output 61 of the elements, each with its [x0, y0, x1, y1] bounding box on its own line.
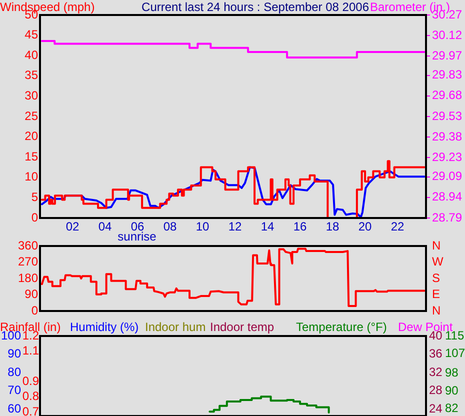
- text: 36: [429, 346, 443, 361]
- y-tick-label: 35: [24, 68, 38, 82]
- y-tick-label: 5: [31, 190, 38, 204]
- x-tick-label: 20: [358, 220, 372, 234]
- y-tick-label: 30: [24, 88, 38, 103]
- y3-axis-title: Temperature (°F): [296, 320, 387, 334]
- x-tick-label: 10: [196, 220, 210, 234]
- x-tick-label: 22: [390, 220, 405, 234]
- y2-tick-label: 0.8: [22, 389, 40, 404]
- y2-tick-label: 1.1: [22, 344, 40, 358]
- text: 28: [429, 383, 443, 398]
- y-tick-label: 90: [24, 287, 38, 302]
- y2-tick-label: 29.53: [432, 108, 462, 123]
- y-tick-label: 70: [8, 383, 22, 398]
- y-tick-label: 0: [31, 303, 38, 318]
- text: W: [432, 254, 444, 269]
- x-tick-label: 08: [163, 220, 178, 234]
- y2-tick-label: 29.97: [432, 48, 462, 62]
- y-tick-label: 270: [18, 254, 38, 269]
- text: Humidity (%): [70, 320, 139, 334]
- y2-tick-label: 29.68: [432, 88, 462, 102]
- y-tick-label: 25: [24, 108, 38, 123]
- y2-tick-label: 29.23: [432, 150, 462, 164]
- y2-tick-label: 28.79: [432, 210, 462, 224]
- y3-tick-label: 90: [445, 383, 459, 398]
- y2-tick-label: 0.7: [22, 404, 40, 416]
- text: N: [432, 303, 441, 318]
- y3-tick-label: 82: [445, 400, 459, 415]
- y-tick-label: 90: [8, 346, 22, 361]
- y-tick-label: 40: [24, 48, 38, 62]
- x-tick-label: 02: [66, 220, 80, 234]
- y-tick-label: 80: [8, 364, 22, 379]
- y-tick-label: 60: [8, 402, 22, 416]
- text: Indoor temp: [210, 320, 274, 334]
- y2-tick-label: 30.12: [432, 28, 462, 42]
- text: N: [432, 238, 441, 252]
- x-tick-label: 12: [228, 220, 242, 234]
- y2-tick-label: 29.38: [432, 129, 462, 144]
- text: 32: [429, 364, 443, 379]
- y2-tick-label: 29.09: [432, 169, 462, 184]
- text: 24: [429, 402, 443, 416]
- text: E: [432, 287, 440, 302]
- x-tick-label: 14: [260, 220, 275, 234]
- y3-tick-label: 98: [445, 366, 459, 380]
- y-tick-label: 45: [24, 28, 38, 42]
- text: Indoor hum: [145, 320, 206, 334]
- y2-tick-label: 28.94: [432, 190, 462, 204]
- text: S: [432, 270, 440, 285]
- y2-tick-label: 0.9: [22, 374, 40, 388]
- y3-tick-label: 107: [445, 346, 465, 360]
- y2-tick-label: 29.83: [432, 68, 462, 82]
- y-tick-label: 0: [31, 210, 38, 224]
- x-tick-label: 04: [98, 220, 112, 234]
- y-tick-label: 20: [24, 129, 38, 144]
- y-tick-label: 10: [24, 170, 38, 184]
- y-tick-label: 15: [24, 149, 38, 164]
- y-tick-label: 180: [18, 270, 38, 285]
- chart-title: Current last 24 hours : September 08 2006: [142, 0, 369, 14]
- y-tick-label: 360: [18, 238, 38, 252]
- x-tick-label: 18: [326, 220, 340, 234]
- x-tick-label: 16: [293, 220, 308, 234]
